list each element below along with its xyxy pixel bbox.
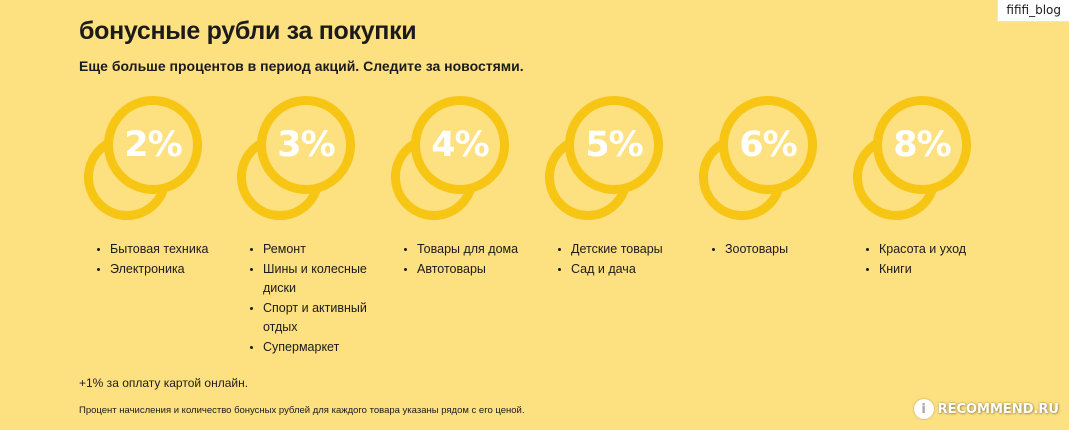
tier-category-list: Бытовая техника Электроника (96, 240, 240, 279)
list-item: Спорт и активный отдых (249, 299, 389, 338)
list-item: Электроника (96, 260, 236, 280)
list-item: Автотовары (403, 260, 543, 280)
tier-category-list: Ремонт Шины и колесные диски Спорт и акт… (249, 240, 393, 357)
tier-percent: 3% (277, 125, 335, 165)
list-item: Детские товары (557, 240, 697, 260)
list-item: Книги (865, 260, 1005, 280)
tier-category-list: Детские товары Сад и дача (557, 240, 701, 279)
coin-front-icon: 3% (257, 96, 355, 194)
tier-percent: 8% (893, 125, 951, 165)
tier-percent: 6% (739, 125, 797, 165)
list-item: Красота и уход (865, 240, 1005, 260)
recommend-watermark-text: RECOMMEND.RU (937, 401, 1059, 417)
recommend-watermark: i RECOMMEND.RU (913, 399, 1059, 419)
coins-icon: 6% (695, 96, 825, 226)
coin-front-icon: 8% (873, 96, 971, 194)
tier-column: 2% Бытовая техника Электроника (80, 96, 240, 279)
coin-front-icon: 5% (565, 96, 663, 194)
online-payment-note: +1% за оплату картой онлайн. (79, 376, 249, 390)
page-subtitle: Еще больше процентов в период акций. Сле… (79, 58, 524, 74)
tier-column: 3% Ремонт Шины и колесные диски Спорт и … (233, 96, 393, 357)
tier-category-list: Товары для дома Автотовары (403, 240, 547, 279)
tier-column: 4% Товары для дома Автотовары (387, 96, 547, 279)
tier-column: 5% Детские товары Сад и дача (541, 96, 701, 279)
tier-percent: 4% (431, 125, 489, 165)
tier-category-list: Красота и уход Книги (865, 240, 1009, 279)
tier-percent: 2% (124, 125, 182, 165)
bonus-footnote: Процент начисления и количество бонусных… (79, 405, 525, 416)
coins-icon: 4% (387, 96, 517, 226)
tier-category-list: Зоотовары (711, 240, 855, 260)
tier-column: 6% Зоотовары (695, 96, 855, 260)
coin-front-icon: 6% (719, 96, 817, 194)
list-item: Супермаркет (249, 338, 389, 358)
coins-icon: 2% (80, 96, 210, 226)
coin-front-icon: 2% (104, 96, 202, 194)
coins-icon: 3% (233, 96, 363, 226)
list-item: Товары для дома (403, 240, 543, 260)
watermark-top: fififi_blog (997, 0, 1069, 22)
tier-percent: 5% (585, 125, 643, 165)
coins-icon: 8% (849, 96, 979, 226)
list-item: Зоотовары (711, 240, 851, 260)
list-item: Шины и колесные диски (249, 260, 389, 299)
recommend-logo-icon: i (913, 399, 934, 419)
page-title: бонусные рубли за покупки (79, 17, 417, 45)
coins-icon: 5% (541, 96, 671, 226)
list-item: Сад и дача (557, 260, 697, 280)
tier-column: 8% Красота и уход Книги (849, 96, 1009, 279)
list-item: Бытовая техника (96, 240, 236, 260)
list-item: Ремонт (249, 240, 389, 260)
coin-front-icon: 4% (411, 96, 509, 194)
